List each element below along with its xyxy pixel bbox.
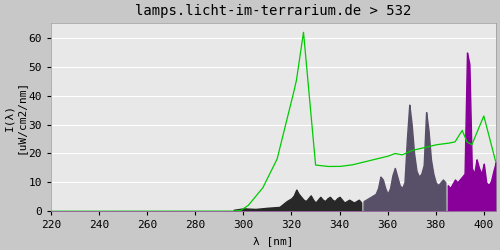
Y-axis label: I(λ)
[uW/cm2/nm]: I(λ) [uW/cm2/nm] [4,80,26,154]
X-axis label: λ [nm]: λ [nm] [253,236,294,246]
Title: lamps.licht-im-terrarium.de > 532: lamps.licht-im-terrarium.de > 532 [136,4,411,18]
